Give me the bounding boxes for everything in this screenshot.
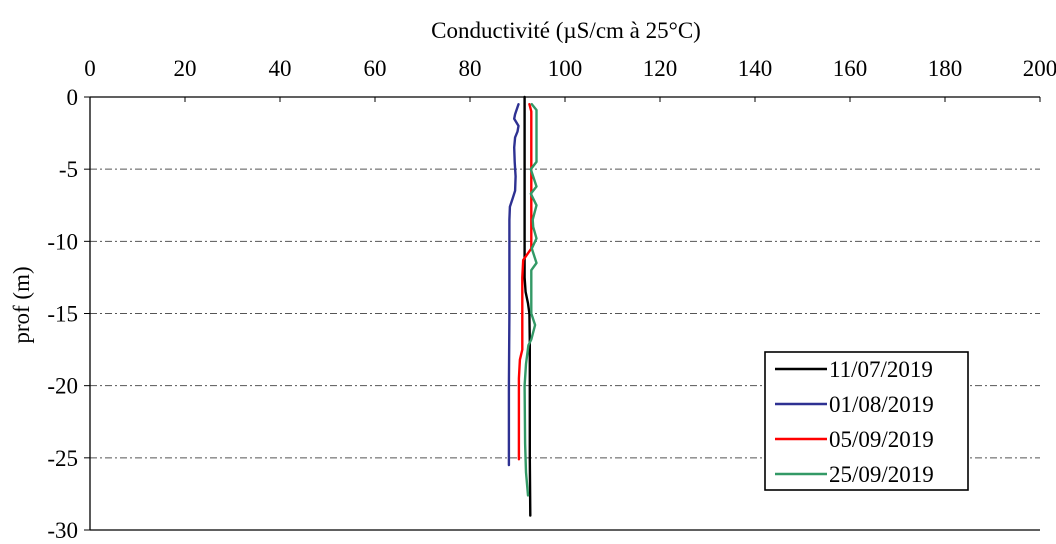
series-line-2 (507, 102, 520, 467)
y-tick-label-4: -20 (47, 374, 78, 399)
x-tick-label-9: 180 (928, 56, 963, 81)
x-tick-label-3: 60 (364, 56, 387, 81)
tick-labels: 0 20 40 60 80 100 120 140 160 180 200 0 -5 -10 -15 -20 -… (47, 56, 1056, 543)
legend-label-4: 25/09/2019 (829, 462, 934, 487)
legend-label-3: 05/09/2019 (829, 427, 934, 452)
x-tick-label-2: 40 (269, 56, 292, 81)
x-tick-label-5: 100 (548, 56, 583, 81)
axes (84, 96, 1041, 531)
x-tick-label-10: 200 (1023, 56, 1056, 81)
x-tick-label-1: 20 (174, 56, 197, 81)
x-axis-label: Conductivité (µS/cm à 25°C) (431, 18, 701, 43)
x-tick-label-0: 0 (84, 56, 96, 81)
data-series (507, 95, 538, 517)
legend-box (764, 351, 969, 491)
y-tick-label-2: -10 (47, 229, 78, 254)
x-tick-label-7: 140 (738, 56, 773, 81)
legend-label-1: 11/07/2019 (829, 357, 933, 382)
y-tick-label-3: -15 (47, 302, 78, 327)
y-tick-label-5: -25 (47, 446, 78, 471)
y-tick-label-6: -30 (47, 518, 78, 539)
x-tick-label-4: 80 (459, 56, 482, 81)
y-axis-label: prof (m) (9, 266, 34, 343)
x-tick-label-8: 160 (833, 56, 868, 81)
y-tick-label-0: 0 (67, 85, 79, 110)
legend: 11/07/2019 01/08/2019 05/09/2019 25/09/2019 (764, 351, 969, 491)
series-line-3 (517, 102, 533, 461)
legend-label-2: 01/08/2019 (829, 392, 934, 417)
y-tick-label-1: -5 (59, 157, 78, 182)
series-line-4 (523, 102, 538, 497)
x-tick-label-6: 120 (643, 56, 678, 81)
series-line-1 (523, 95, 532, 517)
